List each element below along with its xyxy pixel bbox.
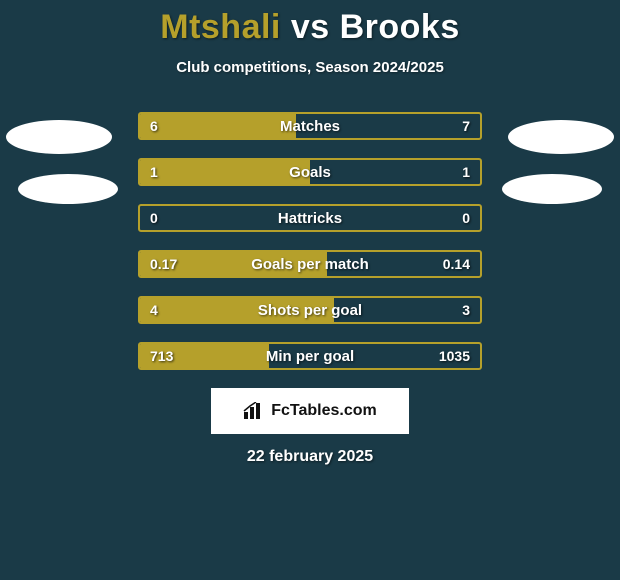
stat-row: 0 0Hattricks [138,204,482,232]
date-label: 22 february 2025 [0,448,620,466]
stat-row: 43Shots per goal [138,296,482,324]
stat-right-value: 7 [452,114,480,138]
player1-photo-placeholder-2 [18,174,118,204]
player2-photo-placeholder-2 [502,174,602,204]
stat-left-fill [140,160,310,184]
stat-left-fill [140,298,334,322]
fctables-logo: FcTables.com [211,388,409,434]
stat-left-fill [140,252,327,276]
player2-photo-placeholder-1 [508,120,614,154]
vs-label: vs [291,8,330,46]
logo-text: FcTables.com [271,402,377,420]
page-title: Mtshali vs Brooks [0,0,620,47]
stat-label: Hattricks [140,206,480,230]
stat-row: 7131035Min per goal [138,342,482,370]
stat-left-value: 0 [140,206,168,230]
stat-left-fill [140,114,296,138]
player2-name: Brooks [340,8,460,46]
stat-row: 67Matches [138,112,482,140]
stat-right-value: 0 [452,206,480,230]
stat-left-fill [140,344,269,368]
stat-right-value: 1035 [429,344,480,368]
stat-row: 11Goals [138,158,482,186]
stat-row: 0.170.14Goals per match [138,250,482,278]
player1-photo-placeholder-1 [6,120,112,154]
stats-bars: 67Matches 11Goals 0 0Hattricks 0.170.14Goals… [138,112,482,370]
stat-right-value: 1 [452,160,480,184]
stat-right-value: 3 [452,298,480,322]
player1-name: Mtshali [160,8,281,46]
stat-right-value: 0.14 [433,252,480,276]
subtitle: Club competitions, Season 2024/2025 [0,59,620,76]
bars-icon [243,402,265,420]
